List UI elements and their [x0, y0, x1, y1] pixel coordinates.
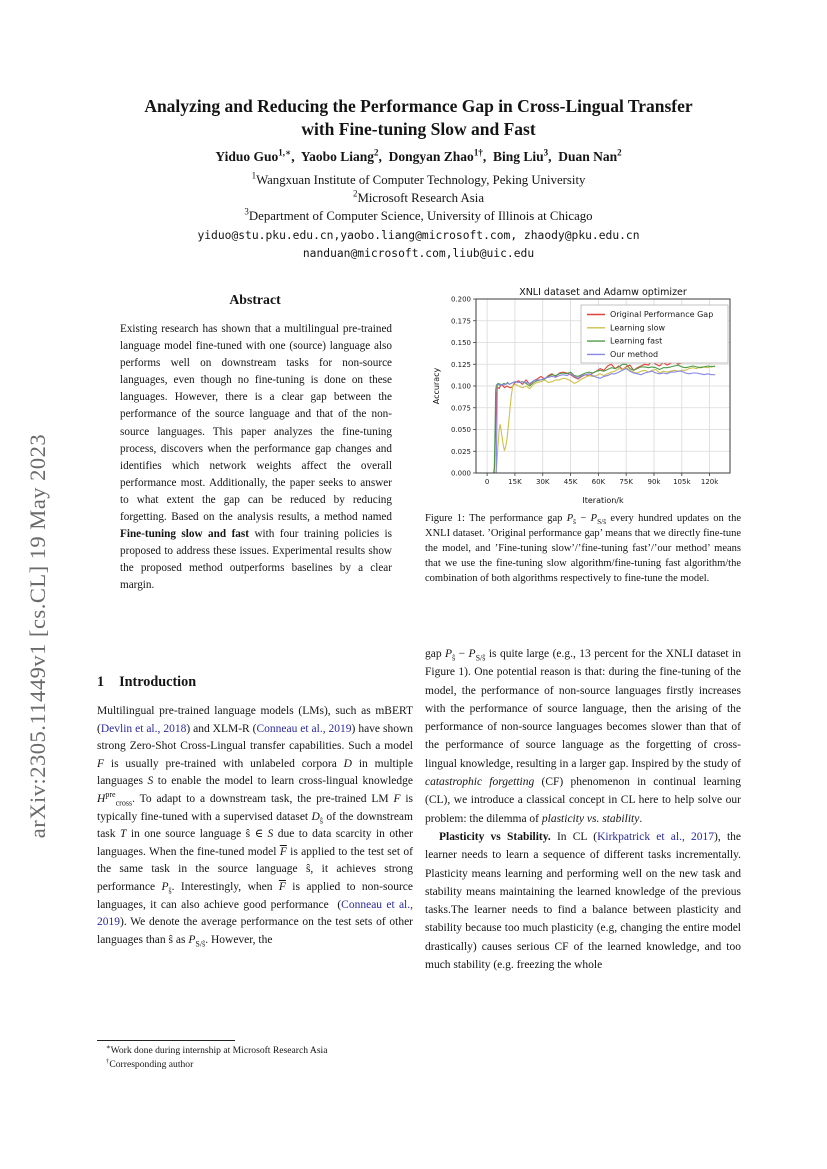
footnote-2: †Corresponding author: [106, 1057, 194, 1070]
email-line-1: yiduo@stu.pku.edu.cn,yaobo.liang@microso…: [197, 229, 640, 242]
x-tick-label: 45K: [564, 478, 578, 486]
x-tick-label: 15K: [508, 478, 522, 486]
author-list: Yiduo Guo1,∗, Yaobo Liang2, Dongyan Zhao…: [215, 147, 622, 164]
y-tick-label: 0.050: [451, 426, 471, 434]
x-tick-label: 105k: [673, 478, 691, 486]
footnote-rule: [97, 1040, 235, 1041]
x-tick-label: 0: [485, 478, 489, 486]
y-tick-label: 0.000: [451, 470, 471, 478]
y-tick-label: 0.025: [451, 448, 471, 456]
x-tick-label: 120k: [701, 478, 719, 486]
x-tick-label: 60K: [592, 478, 606, 486]
footnote-1: ∗Work done during internship at Microsof…: [106, 1043, 328, 1056]
chart-line-our-method: [495, 368, 716, 474]
email-line-2: nanduan@microsoft.com,liub@uic.edu: [302, 247, 535, 260]
arxiv-banner: arXiv:2305.11449v1 [cs.CL] 19 May 2023: [25, 433, 50, 839]
y-tick-label: 0.200: [451, 296, 471, 304]
y-tick-label: 0.075: [451, 404, 471, 412]
section-1-heading: 1 Introduction: [97, 674, 413, 691]
y-tick-label: 0.175: [451, 317, 471, 325]
introduction-paragraph: Multilingual pre-trained language models…: [97, 705, 414, 949]
paper-title: Analyzing and Reducing the Performance G…: [97, 95, 740, 141]
paper-title-line1: Analyzing and Reducing the Performance G…: [144, 96, 693, 116]
legend-label: Our method: [610, 350, 658, 359]
x-tick-label: 30K: [536, 478, 550, 486]
y-tick-label: 0.150: [451, 339, 471, 347]
body-paragraph-1: gap Pŝ − PS/ŝ is quite large (e.g., 13 p…: [425, 648, 741, 825]
y-tick-label: 0.100: [451, 383, 471, 391]
affiliation-1: 1Wangxuan Institute of Computer Technolo…: [251, 170, 586, 187]
affiliation-2: 2Microsoft Research Asia: [353, 188, 484, 205]
chart-line-learning-slow: [495, 365, 716, 474]
chart-ylabel: Accuracy: [432, 367, 441, 404]
section-1-number: 1: [97, 674, 105, 690]
abstract-heading: Abstract: [229, 292, 281, 307]
figure1-caption: Figure 1: The performance gap Pŝ − PS/ŝ …: [425, 513, 741, 584]
x-tick-label: 75K: [619, 478, 633, 486]
chart-title: XNLI dataset and Adamw optimizer: [519, 287, 687, 298]
paper-title-line2: with Fine-tuning Slow and Fast: [301, 119, 536, 139]
right-column-body: gap Pŝ − PS/ŝ is quite large (e.g., 13 p…: [425, 645, 741, 974]
legend-label: Learning slow: [610, 323, 666, 332]
chart-xlabel: Iteration/k: [582, 496, 624, 505]
footnote-block: ∗Work done during internship at Microsof…: [97, 1040, 413, 1071]
chart-legend: [580, 304, 729, 364]
body-paragraph-2: Plasticity vs Stability. In CL (Kirkpatr…: [425, 830, 741, 972]
legend-label: Original Performance Gap: [610, 310, 713, 319]
legend-label: Learning fast: [610, 337, 662, 346]
y-tick-label: 0.125: [451, 361, 471, 369]
figure1-chart-svg: 0 15K 30K 45K 60K 75K 90k 105k 120k 0.000 0.025 0.0…: [430, 286, 740, 506]
figure1-chart: 0 15K 30K 45K 60K 75K 90k 105k 120k 0.000 0.025 0.0…: [430, 286, 740, 506]
section-1-title: Introduction: [119, 674, 197, 690]
abstract-text: Existing research has shown that a multi…: [120, 323, 392, 592]
x-tick-label: 90k: [648, 478, 662, 486]
affiliation-3: 3Department of Computer Science, Univers…: [244, 206, 593, 223]
